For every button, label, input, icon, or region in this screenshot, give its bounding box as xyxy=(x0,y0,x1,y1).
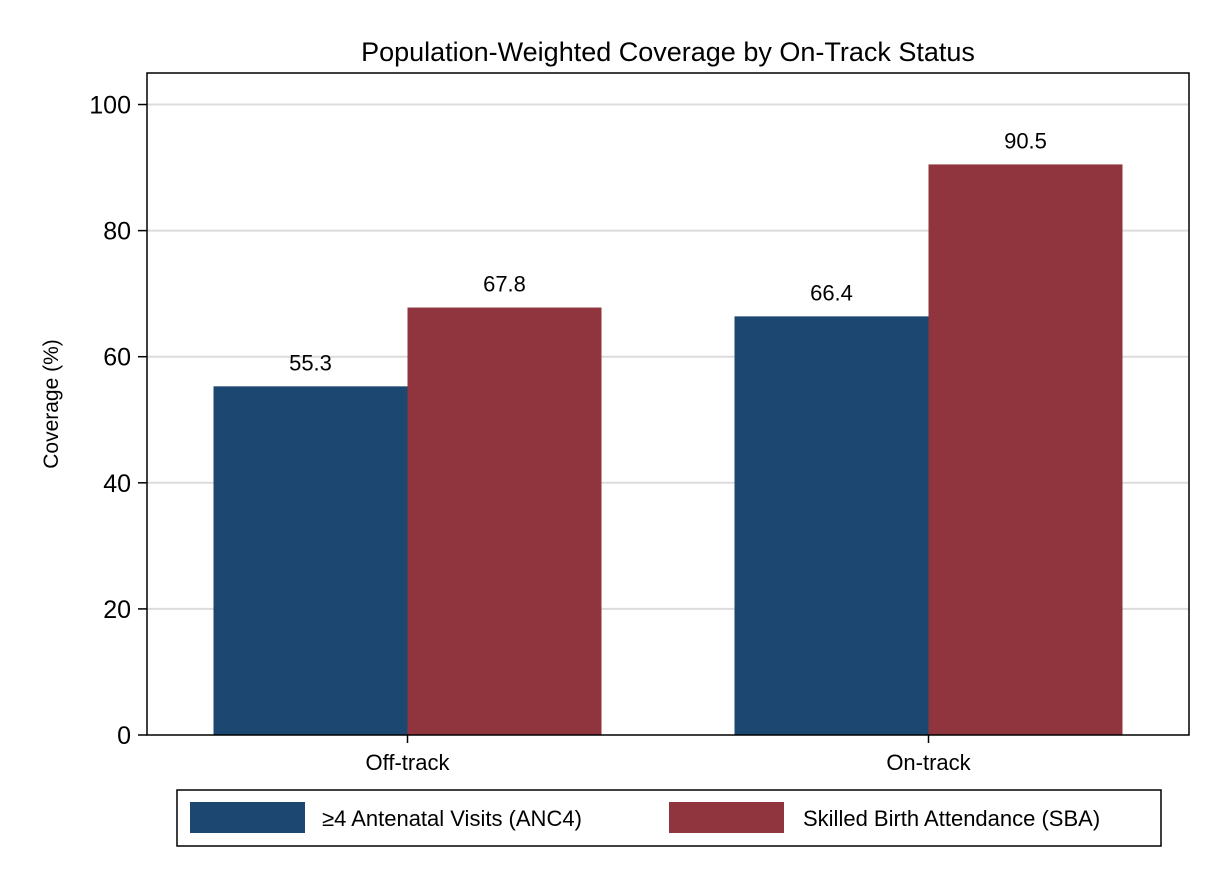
y-axis-title: Coverage (%) xyxy=(40,339,63,469)
legend-box xyxy=(176,789,1162,847)
y-tick-label: 60 xyxy=(103,344,131,372)
value-labels: 55.3 67.8 66.4 90.5 xyxy=(289,128,1047,375)
x-axis: Off-track On-track xyxy=(366,735,972,775)
x-category-label: On-track xyxy=(886,750,971,775)
y-tick-label: 20 xyxy=(103,596,131,624)
plot-frame xyxy=(146,72,1190,736)
bar-value-label: 90.5 xyxy=(1004,128,1047,153)
chart-title: Population-Weighted Coverage by On-Track… xyxy=(361,37,975,67)
legend-label-1: Skilled Birth Attendance (SBA) xyxy=(803,806,1100,831)
legend-label-0: ≥4 Antenatal Visits (ANC4) xyxy=(322,806,582,831)
bar-0-0 xyxy=(213,386,408,735)
y-tick-label: 80 xyxy=(103,218,131,246)
bar-value-label: 66.4 xyxy=(810,280,853,305)
legend-swatch-1 xyxy=(669,802,784,833)
y-tick-label: 100 xyxy=(89,92,131,120)
bar-1-1 xyxy=(928,164,1123,735)
bars xyxy=(213,164,1123,735)
y-tick-label: 0 xyxy=(117,722,131,750)
legend-swatch-0 xyxy=(190,802,305,833)
bar-1-0 xyxy=(407,307,602,735)
bar-value-label: 67.8 xyxy=(483,272,526,297)
x-category-label: Off-track xyxy=(366,750,451,775)
legend: ≥4 Antenatal Visits (ANC4) Skilled Birth … xyxy=(176,789,1162,847)
y-tick-label: 40 xyxy=(103,470,131,498)
bar-0-1 xyxy=(734,316,929,735)
bar-value-label: 55.3 xyxy=(289,350,332,375)
y-axis: 0 20 40 60 80 100 xyxy=(89,92,147,750)
